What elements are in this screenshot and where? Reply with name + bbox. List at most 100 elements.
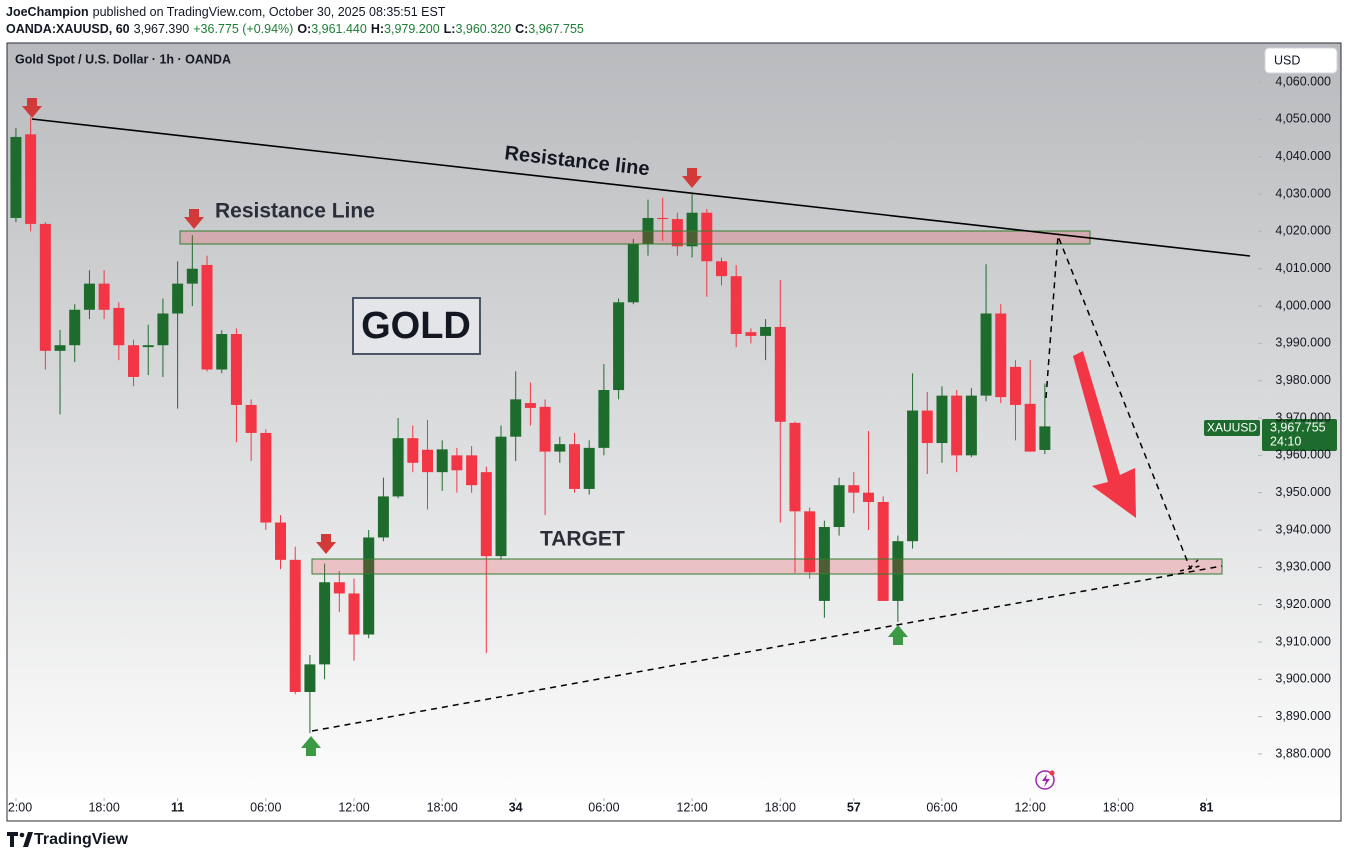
ohlc-value: 3,961.440	[311, 22, 367, 36]
label-box	[352, 297, 481, 355]
candle-body	[407, 438, 419, 463]
candle-body	[510, 399, 522, 437]
x-tick-label: 06:00	[926, 800, 957, 814]
ohlc-item: C:3,967.755	[515, 21, 584, 38]
icon	[1042, 774, 1050, 787]
candle-body	[921, 410, 933, 444]
candle-body	[745, 332, 757, 336]
y-tick-label: 3,960.000	[1275, 448, 1331, 462]
candle-body	[848, 485, 860, 493]
x-tick-label: 06:00	[250, 800, 281, 814]
x-tick-label: 2:00	[8, 800, 32, 814]
candle-body	[451, 455, 463, 471]
candle-body	[304, 664, 316, 692]
candle-body	[392, 438, 404, 497]
x-tick-label: 12:00	[676, 800, 707, 814]
logo	[19, 832, 25, 838]
y-tick-label: 3,970.000	[1275, 410, 1331, 424]
candle-body	[980, 313, 992, 396]
candle-body	[480, 472, 492, 557]
candle-body	[348, 593, 360, 635]
currency-label[interactable]: USD	[1274, 53, 1300, 67]
candle-body	[671, 219, 683, 247]
y-tick-label: 4,030.000	[1275, 186, 1331, 200]
icon	[1035, 770, 1055, 790]
y-tick-label: 4,010.000	[1275, 261, 1331, 275]
candle-body	[995, 313, 1007, 398]
candle-body	[818, 527, 830, 601]
time-axis-bg	[8, 798, 1340, 820]
y-tick-label: 4,040.000	[1275, 149, 1331, 163]
candle-body	[1039, 426, 1051, 450]
y-tick-label: 4,000.000	[1275, 298, 1331, 312]
projection	[1045, 235, 1199, 570]
y-tick-label: 4,050.000	[1275, 112, 1331, 126]
candle-body	[686, 212, 698, 247]
candle-body	[833, 485, 845, 528]
logo	[23, 832, 33, 847]
candle-body	[627, 244, 639, 303]
candle-body	[54, 345, 66, 351]
logo	[7, 832, 18, 847]
ohlc-key: H:	[370, 22, 385, 36]
plot-frame	[6, 42, 1342, 822]
candle-body	[965, 395, 977, 456]
candle-body	[275, 522, 287, 560]
candle-body	[245, 404, 257, 433]
ohlc-key: C:	[515, 22, 529, 36]
projection-end	[1179, 565, 1201, 572]
big-arrow	[1073, 351, 1136, 518]
symbol-tag	[1204, 420, 1260, 436]
x-tick-label: 34	[509, 800, 523, 814]
candle-body	[715, 261, 727, 277]
candle-body	[216, 334, 228, 370]
candle-body	[83, 283, 95, 310]
y-tick-label: 4,060.000	[1275, 74, 1331, 88]
candle-body	[113, 307, 125, 346]
currency-button[interactable]	[1264, 47, 1338, 74]
trend-line	[31, 118, 1251, 257]
x-tick-label: 06:00	[588, 800, 619, 814]
y-tick-label: 3,930.000	[1275, 560, 1331, 574]
candle-body	[260, 432, 272, 523]
ohlc-value: 3,967.755	[528, 22, 584, 36]
candle-body	[892, 541, 904, 601]
y-tick-label: 3,940.000	[1275, 522, 1331, 536]
ohlc-item: O:3,961.440	[297, 21, 367, 38]
down-arrow	[316, 534, 336, 554]
change: +36.775 (+0.94%)	[193, 22, 294, 36]
candle-body	[128, 345, 140, 377]
candle-body	[877, 501, 889, 601]
candle-body	[495, 436, 507, 557]
x-tick-label: 12:00	[338, 800, 369, 814]
target-zone	[311, 558, 1223, 575]
candle-body	[657, 217, 669, 220]
candle-body	[907, 410, 919, 542]
candle-body	[789, 422, 801, 512]
candle-body	[951, 395, 963, 456]
countdown: 24:10	[1270, 434, 1301, 448]
y-tick-label: 3,880.000	[1275, 746, 1331, 760]
candle-body	[539, 406, 551, 452]
candle-body	[1024, 403, 1036, 452]
header-row: JoeChampion published on TradingView.com…	[6, 4, 584, 21]
ohlc: O:3,961.440 H:3,979.200 L:3,960.320 C:3,967…	[297, 21, 584, 38]
resistance-zone	[179, 230, 1091, 245]
candle-body	[363, 537, 375, 635]
y-tick-label: 3,910.000	[1275, 634, 1331, 648]
annotation: GOLD	[361, 305, 471, 347]
candle-body	[583, 447, 595, 489]
ohlc-value: 3,960.320	[455, 22, 512, 36]
candle-body	[613, 302, 625, 391]
x-tick-label: 18:00	[1103, 800, 1134, 814]
y-tick-label: 3,920.000	[1275, 597, 1331, 611]
candle-body	[25, 134, 37, 224]
y-tick-label: 3,900.000	[1275, 672, 1331, 686]
x-tick-label: 18:00	[88, 800, 119, 814]
brand: TradingView	[7, 831, 129, 848]
candle-body	[69, 309, 81, 346]
candle-body	[554, 444, 566, 452]
candle-body	[422, 449, 434, 473]
header-row: OANDA:XAUUSD, 60 3,967.390 +36.775 (+0.9…	[6, 21, 584, 38]
